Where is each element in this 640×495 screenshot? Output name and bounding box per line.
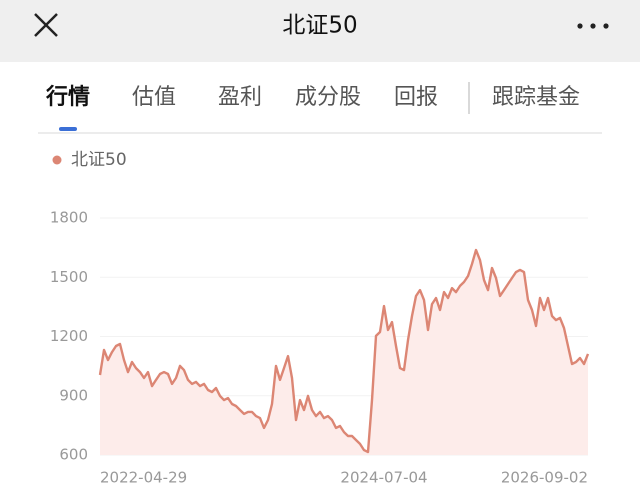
- tab[interactable]: 成分股: [295, 85, 361, 110]
- area: [100, 250, 588, 455]
- menu-dot: [590, 23, 596, 29]
- y-tick-label: 1200: [50, 327, 88, 345]
- top-bar: [0, 0, 640, 62]
- y-tick-label: 1800: [50, 209, 88, 227]
- x-tick-label: 2022-04-29: [100, 469, 187, 487]
- menu-button[interactable]: [577, 23, 609, 29]
- tab-active[interactable]: 行情: [45, 84, 90, 110]
- tab[interactable]: 盈利: [218, 85, 262, 110]
- tab[interactable]: 跟踪基金: [492, 85, 580, 110]
- tab[interactable]: 回报: [394, 85, 438, 110]
- y-tick-label: 1500: [50, 268, 88, 286]
- legend-marker: [52, 155, 62, 165]
- legend-label: 北证50: [71, 150, 127, 170]
- y-tick-label: 600: [59, 446, 88, 464]
- close-button[interactable]: [34, 13, 58, 37]
- menu-dot: [577, 23, 583, 29]
- y-tick-label: 900: [59, 386, 88, 404]
- line: [98, 248, 590, 454]
- tab[interactable]: 估值: [132, 85, 176, 110]
- x-tick-label: 2024-07-04: [340, 469, 427, 487]
- menu-dot: [603, 23, 609, 29]
- x-tick-label: 2026-09-02: [501, 469, 588, 487]
- tab-indicator: [59, 127, 77, 131]
- legend: 北证50: [52, 150, 127, 170]
- close-icon: [34, 13, 58, 37]
- page-title: 北证50: [282, 13, 357, 39]
